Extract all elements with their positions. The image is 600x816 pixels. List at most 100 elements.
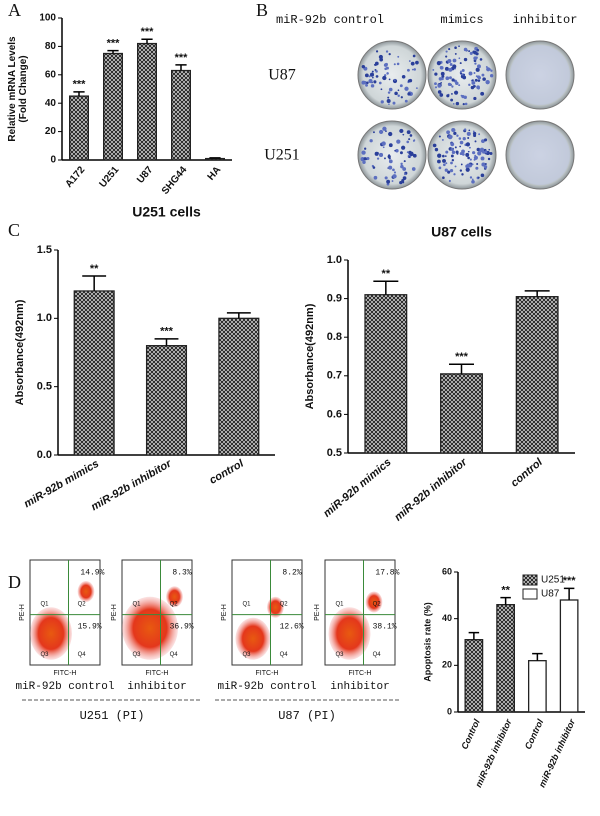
- colony: [473, 134, 477, 138]
- colony: [459, 70, 462, 73]
- colony: [408, 138, 411, 141]
- colony: [450, 142, 455, 147]
- colony: [475, 75, 478, 78]
- quadrant-label: Q2: [78, 602, 87, 608]
- y-axis-title: Absorbance(492nm): [14, 299, 26, 405]
- colony: [458, 57, 461, 60]
- colony: [454, 90, 459, 95]
- y-tick-label: 1.0: [37, 312, 52, 324]
- colony: [483, 138, 488, 142]
- cell-population: [267, 596, 284, 618]
- colony-dish: [427, 120, 497, 190]
- colony: [463, 95, 467, 99]
- axis-title: FITC-H: [256, 670, 279, 677]
- colony: [443, 163, 446, 167]
- y-tick-label: 0.8: [327, 331, 342, 343]
- x-tick-label: A172: [64, 164, 88, 190]
- colony: [438, 166, 442, 170]
- colony: [462, 137, 466, 141]
- colony: [449, 135, 453, 139]
- colony: [476, 48, 480, 52]
- colony: [455, 101, 460, 106]
- colony: [445, 50, 448, 53]
- colony: [411, 151, 414, 154]
- y-tick-label: 20: [442, 660, 452, 670]
- colony: [365, 83, 368, 87]
- quadrant-percent: 15.9%: [78, 622, 102, 631]
- colony: [403, 160, 406, 163]
- error-bar: [226, 312, 251, 319]
- error-bar: [373, 280, 399, 295]
- colony: [474, 62, 477, 65]
- error-bar: [82, 275, 107, 291]
- colony: [487, 157, 491, 161]
- cell-population: [328, 607, 371, 660]
- colony: [461, 173, 464, 176]
- colony: [477, 79, 481, 82]
- colony-dish: [357, 120, 427, 190]
- row-label: U251: [264, 147, 300, 164]
- y-tick-label: 80: [45, 41, 57, 52]
- y-tick-label: 1.5: [37, 244, 52, 256]
- colony: [378, 152, 384, 158]
- error-bar: [175, 64, 187, 71]
- colony: [373, 131, 375, 134]
- colony: [393, 63, 396, 66]
- colony: [453, 173, 456, 176]
- colony: [480, 173, 485, 178]
- colony: [470, 85, 475, 90]
- x-tick-label: miR-92b inhibitor: [392, 456, 470, 524]
- x-tick-label: control: [207, 457, 246, 487]
- colony: [437, 83, 442, 88]
- colony: [388, 52, 391, 56]
- colony: [399, 151, 403, 155]
- axis-title: PE-H: [111, 604, 118, 621]
- colony: [447, 170, 451, 174]
- quadrant-label: Q4: [280, 652, 289, 658]
- panel-label: B: [256, 0, 268, 20]
- quadrant-label: Q3: [243, 652, 252, 658]
- quadrant-percent: 12.6%: [280, 622, 304, 631]
- colony: [407, 68, 410, 72]
- colony: [455, 150, 459, 154]
- colony: [449, 169, 454, 173]
- colony: [372, 166, 376, 169]
- colony: [488, 148, 491, 151]
- colony: [467, 156, 470, 160]
- colony: [401, 179, 405, 183]
- colony: [472, 151, 476, 155]
- colony: [407, 79, 411, 83]
- colony: [451, 78, 455, 82]
- colony: [434, 82, 437, 86]
- y-tick-label: 0.5: [37, 381, 52, 393]
- colony: [392, 174, 397, 179]
- quadrant-percent: 14.9%: [80, 569, 104, 578]
- colony: [386, 72, 389, 75]
- colony: [415, 60, 419, 65]
- colony: [383, 74, 387, 77]
- colony: [448, 67, 453, 72]
- colony: [480, 147, 484, 152]
- error-bar: [449, 363, 474, 374]
- colony: [442, 154, 445, 158]
- colony: [479, 58, 483, 61]
- plot-caption: miR-92b control: [15, 681, 114, 693]
- colony: [397, 89, 400, 92]
- significance: ***: [73, 79, 87, 91]
- bar: [527, 660, 547, 713]
- colony: [458, 137, 462, 140]
- colony: [382, 75, 387, 81]
- colony: [401, 75, 406, 79]
- colony: [399, 181, 403, 185]
- legend-label: U251: [541, 575, 565, 586]
- colony: [468, 71, 473, 76]
- colony: [394, 149, 396, 152]
- colony: [477, 176, 480, 179]
- colony: [445, 150, 449, 154]
- axis-title: FITC-H: [146, 670, 169, 677]
- colony: [448, 179, 451, 183]
- colony: [462, 103, 465, 106]
- colony: [400, 164, 404, 169]
- colony: [432, 143, 437, 148]
- colony: [476, 163, 479, 166]
